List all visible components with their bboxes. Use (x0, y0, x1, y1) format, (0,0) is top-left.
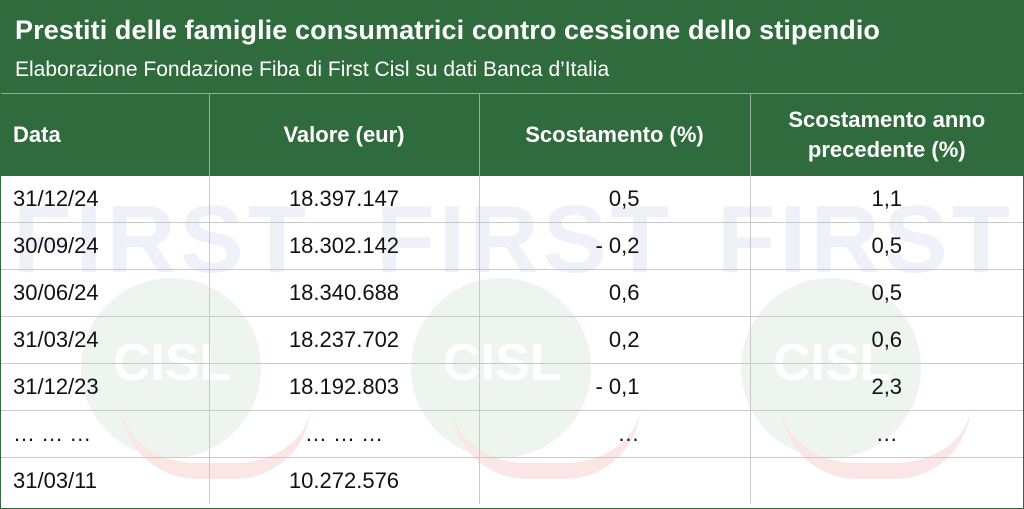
cell-value: 18.397.147 (209, 176, 480, 223)
cell-date: 30/09/24 (1, 222, 210, 270)
column-header-scostamento-anno-precedente: Scostamento anno precedente (%) (750, 93, 1023, 176)
cell-value: 18.340.688 (209, 269, 480, 317)
table-header-row: Data Valore (eur) Scostamento (%) Scosta… (1, 93, 1023, 176)
table-row: 31/03/11 10.272.576 (1, 457, 1023, 505)
cell-change: 0,5 (479, 176, 751, 223)
cell-change: - 0,2 (479, 222, 751, 270)
cell-date: … … … (1, 410, 210, 458)
chart-title: Prestiti delle famiglie consumatrici con… (15, 15, 881, 45)
cell-date: 31/12/23 (1, 363, 210, 411)
cell-date: 31/03/11 (1, 457, 210, 504)
cell-change: 0,2 (479, 316, 751, 364)
table-row: 30/09/24 18.302.142 - 0,2 0,5 (1, 222, 1023, 270)
cell-change-prev-year: 2,3 (750, 363, 1023, 411)
chart-subtitle: Elaborazione Fondazione Fiba di First Ci… (15, 58, 610, 81)
cell-value: 18.237.702 (209, 316, 480, 364)
table-row: 31/12/23 18.192.803 - 0,1 2,3 (1, 363, 1023, 411)
cell-value: 18.192.803 (209, 363, 480, 411)
data-table: Data Valore (eur) Scostamento (%) Scosta… (1, 93, 1023, 504)
cell-value: 10.272.576 (209, 457, 480, 504)
cell-date: 31/12/24 (1, 176, 210, 223)
cell-change: … (479, 410, 751, 458)
column-header-scostamento: Scostamento (%) (479, 93, 751, 176)
cell-change (479, 457, 751, 504)
cell-value: 18.302.142 (209, 222, 480, 270)
table-row: 30/06/24 18.340.688 0,6 0,5 (1, 269, 1023, 317)
table-row: 31/03/24 18.237.702 0,2 0,6 (1, 316, 1023, 364)
cell-change: 0,6 (479, 269, 751, 317)
column-header-data: Data (1, 93, 210, 176)
cell-change-prev-year: 0,6 (750, 316, 1023, 364)
table-row: 31/12/24 18.397.147 0,5 1,1 (1, 176, 1023, 223)
cell-change-prev-year: 0,5 (750, 269, 1023, 317)
cell-change-prev-year (750, 458, 1023, 505)
cell-change-prev-year: … (750, 410, 1023, 458)
cell-change: - 0,1 (479, 363, 751, 411)
header-bar: Prestiti delle famiglie consumatrici con… (1, 1, 1023, 93)
cell-change-prev-year: 0,5 (750, 222, 1023, 270)
cell-change-prev-year: 1,1 (750, 176, 1023, 223)
cell-date: 30/06/24 (1, 269, 210, 317)
table-row-ellipsis: … … … … … … … … (1, 410, 1023, 458)
column-header-valore: Valore (eur) (209, 93, 480, 176)
cell-value: … … … (209, 410, 480, 458)
cell-date: 31/03/24 (1, 316, 210, 364)
